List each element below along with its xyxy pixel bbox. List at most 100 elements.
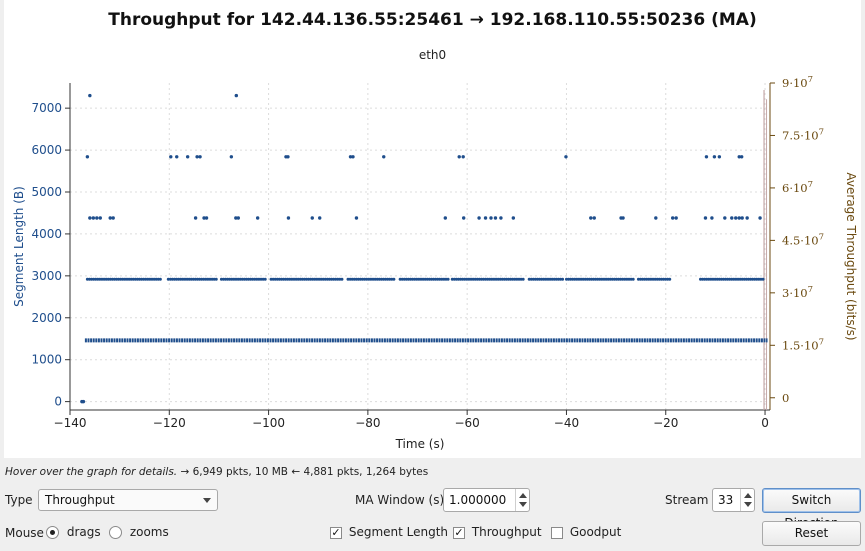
checkmark-icon[interactable]: ✓ xyxy=(453,525,465,539)
segment-point xyxy=(255,277,259,281)
segment-point xyxy=(85,277,89,281)
segment-point xyxy=(709,277,713,281)
segment-point xyxy=(413,277,417,281)
segment-point xyxy=(275,277,279,281)
segment-point xyxy=(589,277,593,281)
segment-point xyxy=(461,216,466,220)
ma-window-label: MA Window (s) xyxy=(355,493,445,507)
segment-point xyxy=(473,277,477,281)
radio-unselected-icon[interactable] xyxy=(109,526,122,539)
segment-point xyxy=(463,277,467,281)
segment-point xyxy=(381,277,385,281)
reset-button[interactable]: Reset xyxy=(762,521,861,546)
segment-point xyxy=(550,277,554,281)
segment-point xyxy=(236,216,240,220)
segment-point xyxy=(617,277,621,281)
zooms-radio[interactable]: zooms xyxy=(109,525,169,539)
plot-canvas[interactable]: −140 −120 −100 −80 −60 −40 −20 0010002000300040… xyxy=(4,0,861,458)
segment-point xyxy=(244,277,248,281)
segment-point xyxy=(533,277,537,281)
segment-point xyxy=(596,277,600,281)
segment-point xyxy=(707,277,711,281)
segment-point xyxy=(536,277,540,281)
segment-point xyxy=(129,277,133,281)
segment-point xyxy=(348,277,352,281)
segment-point xyxy=(602,277,606,281)
segment-point xyxy=(170,277,174,281)
checkmark-icon[interactable]: ✓ xyxy=(330,525,342,539)
segment-point xyxy=(627,277,631,281)
segment-point xyxy=(454,277,458,281)
segment-point xyxy=(569,277,573,281)
segment-point xyxy=(740,277,744,281)
segment-point xyxy=(745,216,749,220)
segment-point xyxy=(734,216,738,220)
segment-point xyxy=(608,277,612,281)
segment-point xyxy=(442,277,446,281)
segment-point xyxy=(651,277,655,281)
segment-point xyxy=(604,277,608,281)
segment-point xyxy=(511,216,516,220)
plot-area[interactable]: Throughput for 142.44.136.55:25461 → 192… xyxy=(4,0,861,458)
segment-point xyxy=(567,277,571,281)
segment-point xyxy=(575,277,579,281)
segment-point xyxy=(390,277,394,281)
drags-radio[interactable]: drags xyxy=(46,525,101,539)
switch-direction-button[interactable]: Switch Direction xyxy=(762,488,861,530)
radio-selected-icon[interactable] xyxy=(46,526,59,539)
segment-point xyxy=(629,277,633,281)
segment-point xyxy=(540,277,544,281)
status-hint: Hover over the graph for details. → 6,94… xyxy=(5,466,428,478)
segment-point xyxy=(440,277,444,281)
segment-point xyxy=(361,277,365,281)
spin-down-icon[interactable] xyxy=(519,502,527,507)
segment-point xyxy=(509,277,513,281)
segment-length-checkbox[interactable]: ✓ Segment Length xyxy=(330,525,448,539)
stream-stepper[interactable] xyxy=(740,489,754,511)
segment-point xyxy=(175,155,179,159)
segment-point xyxy=(661,277,665,281)
segment-point xyxy=(298,277,302,281)
segment-point xyxy=(594,277,598,281)
segment-point xyxy=(740,155,744,159)
segment-point xyxy=(271,277,275,281)
segment-point xyxy=(529,277,533,281)
goodput-checkbox[interactable]: Goodput xyxy=(551,525,621,539)
type-select[interactable]: Throughput xyxy=(38,489,218,511)
segment-point xyxy=(354,277,358,281)
y2-tick-label: 1.5·107 xyxy=(782,337,824,352)
ma-window-spinbox[interactable]: 1.000000 xyxy=(443,488,530,512)
spin-down-icon[interactable] xyxy=(744,502,752,507)
segment-point xyxy=(261,277,265,281)
segment-point xyxy=(249,277,253,281)
spin-up-icon[interactable] xyxy=(519,493,527,498)
y-tick-label: 0 xyxy=(54,395,62,409)
goodput-label: Goodput xyxy=(569,525,622,539)
segment-point xyxy=(210,277,214,281)
ma-window-stepper[interactable] xyxy=(515,489,529,511)
y-axis-label: Segment Length (B) xyxy=(12,186,26,307)
segment-point xyxy=(581,277,585,281)
segment-point xyxy=(592,277,596,281)
y-tick-label: 6000 xyxy=(31,143,62,157)
segment-point xyxy=(305,277,309,281)
ma-window-value: 1.000000 xyxy=(449,493,507,507)
segment-point xyxy=(232,277,236,281)
segment-point xyxy=(600,277,604,281)
segment-point xyxy=(450,277,454,281)
x-tick-label: −100 xyxy=(252,416,285,430)
segment-point xyxy=(465,277,469,281)
checkbox-empty-icon[interactable] xyxy=(551,526,563,539)
segment-point xyxy=(738,277,742,281)
stream-spinbox[interactable]: 33 xyxy=(712,488,755,512)
segment-point xyxy=(645,277,649,281)
y-tick-label: 2000 xyxy=(31,311,62,325)
throughput-checkbox[interactable]: ✓ Throughput xyxy=(453,525,542,539)
segment-point xyxy=(138,277,142,281)
spin-up-icon[interactable] xyxy=(744,493,752,498)
y2-tick-exponent: 7 xyxy=(819,337,824,347)
segment-point xyxy=(313,277,317,281)
segment-point xyxy=(348,155,353,159)
segment-point xyxy=(477,277,481,281)
segment-point xyxy=(90,277,94,281)
